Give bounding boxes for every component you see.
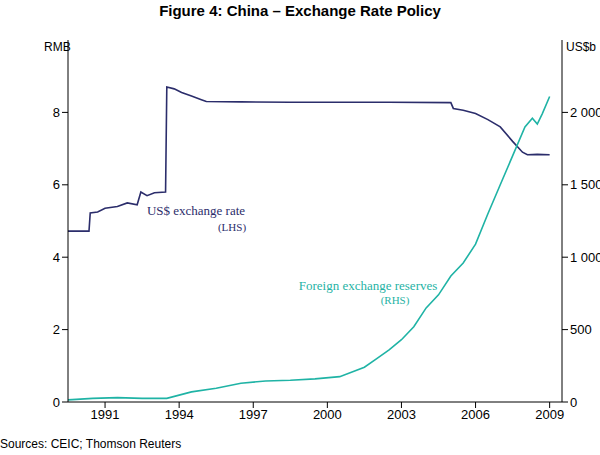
html-text:US$b: US$b: [566, 40, 596, 54]
svg-text:2003: 2003: [387, 407, 416, 422]
svg-text:8: 8: [53, 105, 60, 120]
html-text:RMB: RMB: [44, 40, 71, 54]
svg-text:2009: 2009: [535, 407, 564, 422]
svg-text:6: 6: [53, 177, 60, 192]
html-text:(RHS): (RHS): [380, 294, 410, 306]
svg-text:2 000: 2 000: [570, 105, 592, 120]
svg-text:1 000: 1 000: [570, 250, 592, 265]
html-text:Foreign exchange reserves: Foreign exchange reserves: [298, 278, 438, 293]
html-text:Figure 4: China – Exchange Rat: Figure 4: China – Exchange Rate Policy: [159, 2, 441, 19]
html-text:US$ exchange rate: US$ exchange rate: [146, 203, 246, 218]
html-text:(LHS): (LHS): [217, 221, 247, 233]
svg-text:4: 4: [53, 250, 60, 265]
svg-text:0: 0: [53, 395, 60, 410]
svg-text:500: 500: [570, 322, 592, 337]
svg-text:1994: 1994: [165, 407, 194, 422]
svg-text:0: 0: [570, 395, 577, 410]
html-text:Sources: CEIC; Thomson Reuters: Sources: CEIC; Thomson Reuters: [0, 437, 182, 451]
svg-text:1997: 1997: [239, 407, 268, 422]
svg-text:1 500: 1 500: [570, 177, 592, 192]
svg-text:2006: 2006: [461, 407, 490, 422]
svg-text:1991: 1991: [91, 407, 120, 422]
svg-text:2000: 2000: [313, 407, 342, 422]
svg-text:2: 2: [53, 322, 60, 337]
